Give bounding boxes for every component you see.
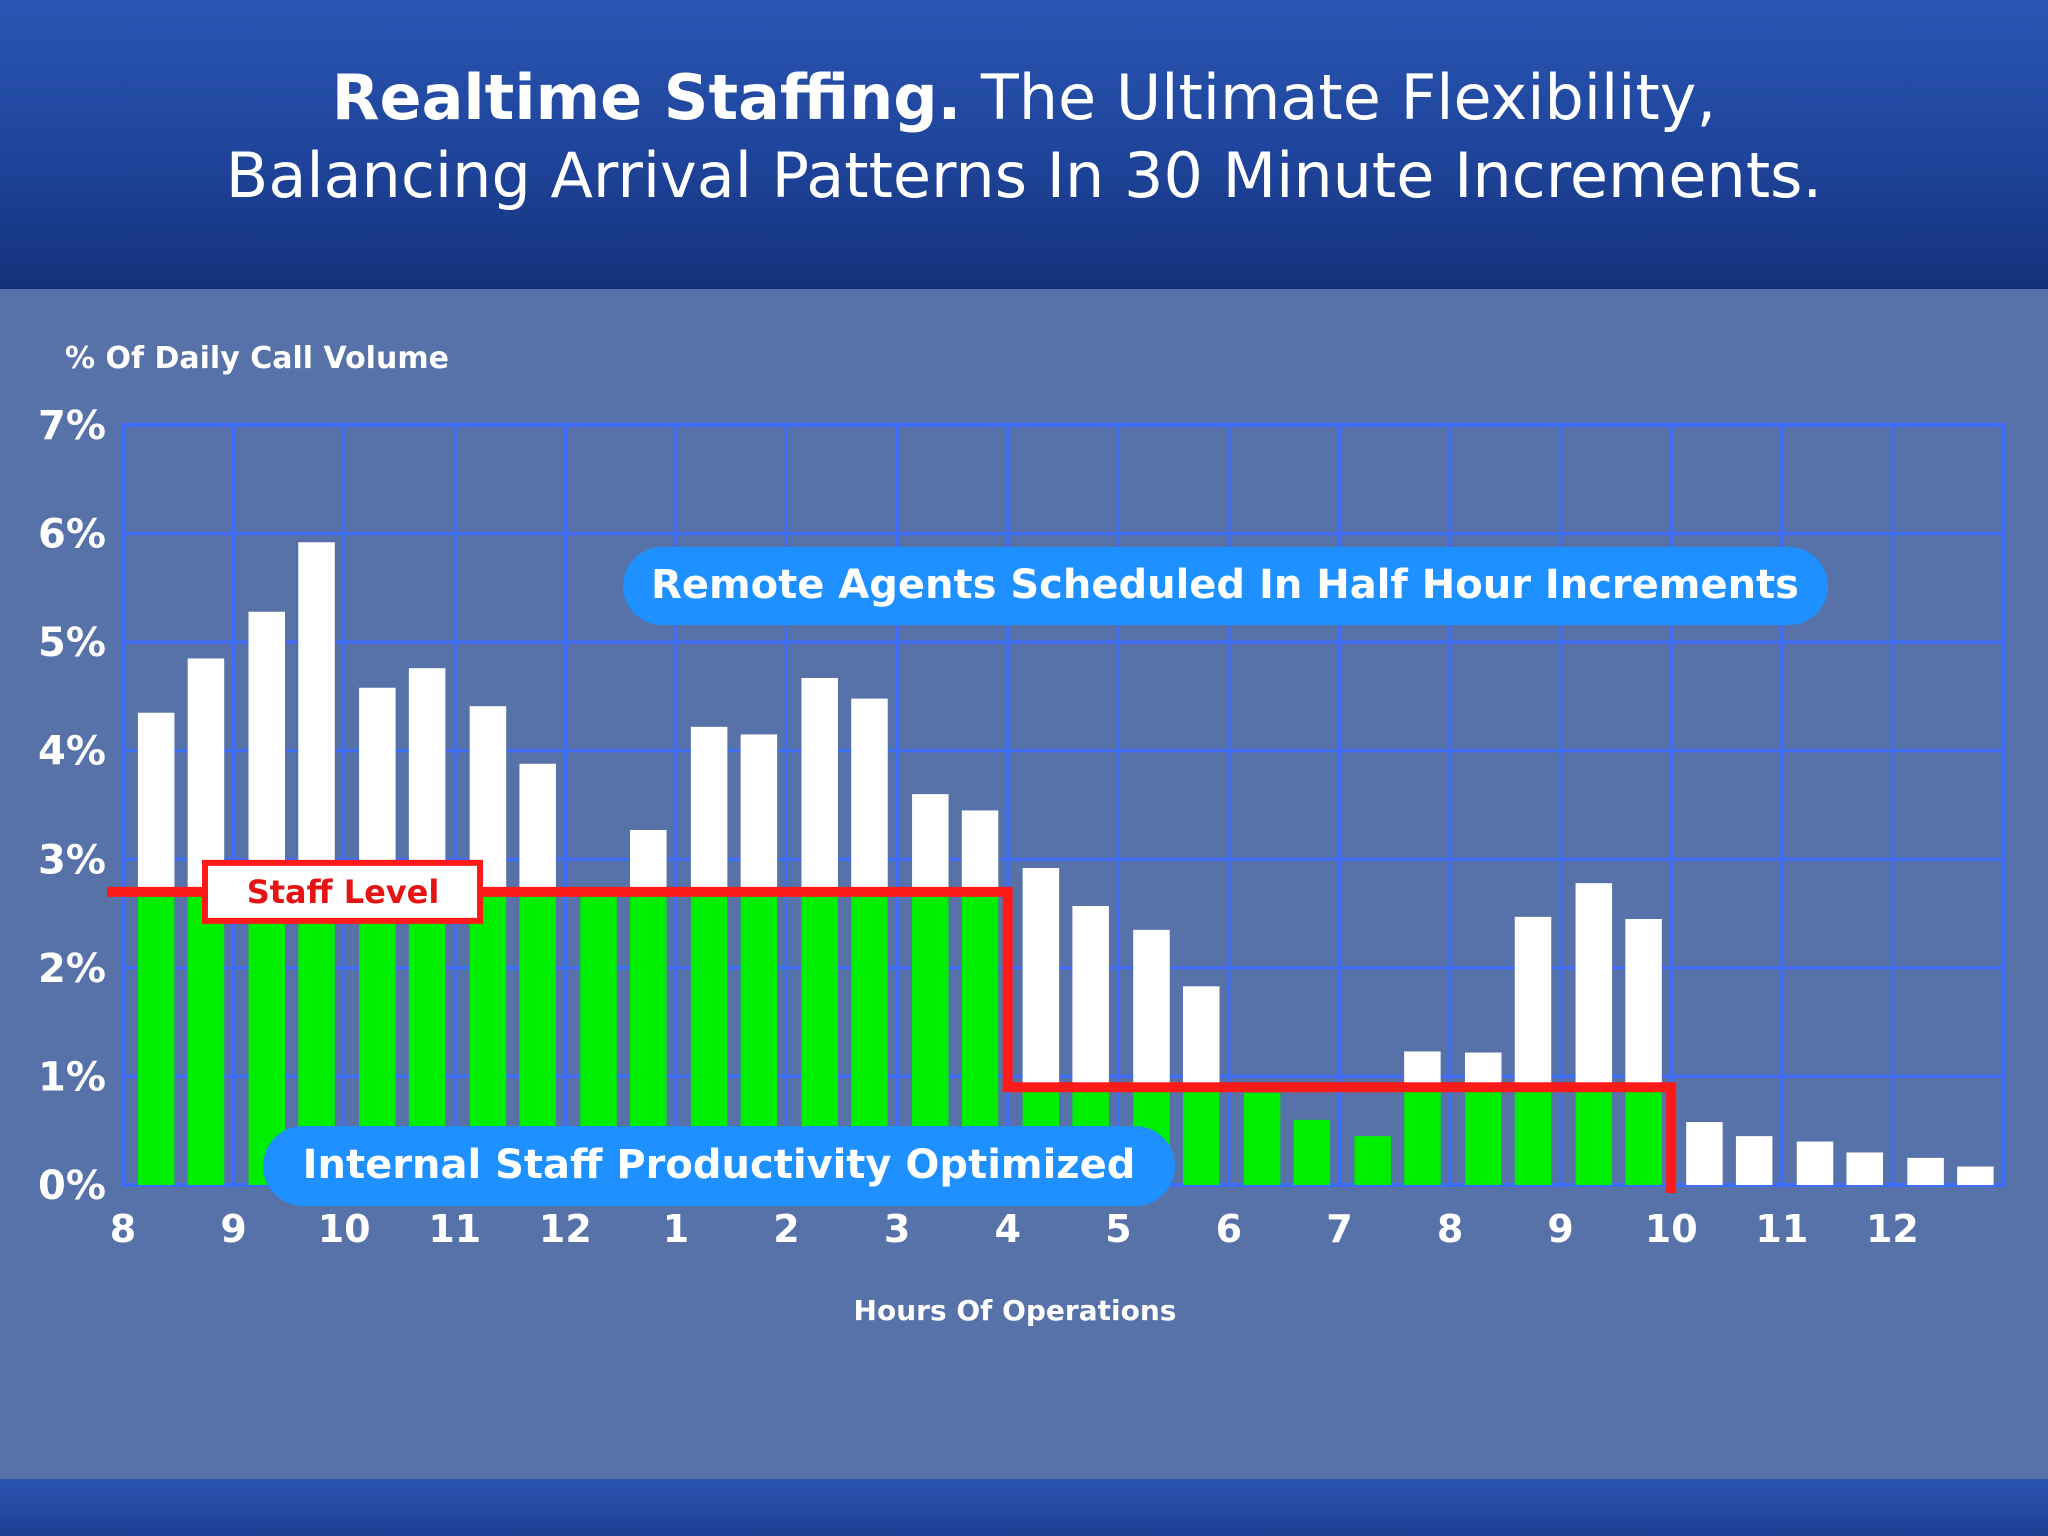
bar-staffed (1293, 1119, 1331, 1185)
bar-call-volume (1182, 986, 1220, 1088)
bar-call-volume (740, 734, 778, 892)
bar-call-volume (630, 829, 667, 892)
bar-call-volume (187, 658, 225, 892)
bar-staffed (1514, 1087, 1552, 1185)
chart-grid (121, 423, 2005, 1187)
call-volume-chart: 0%1%2%3%4%5%6%7% 8 9 10 11 12 1 2 3 4 5 6 7 8 9 10 11 12… (38, 341, 2005, 1327)
bar-staffed (137, 891, 175, 1185)
x-tick-label: 10 (318, 1207, 371, 1251)
x-tick-label: 11 (428, 1207, 481, 1251)
bar-staffed (1182, 1087, 1220, 1185)
x-tick-label: 3 (884, 1207, 910, 1251)
bar-call-volume (248, 611, 286, 892)
bar-call-volume (1133, 929, 1170, 1088)
bar-call-volume (408, 668, 446, 892)
x-tick-label: 2 (773, 1207, 799, 1251)
x-axis-label: Hours Of Operations (854, 1294, 1177, 1327)
slide-title-bold: Realtime Staffing. (331, 61, 962, 134)
bar-staffed (1575, 1087, 1613, 1185)
x-tick-label: 12 (539, 1207, 592, 1251)
staff-level-layer: Staff Level (107, 859, 1677, 1193)
bar-call-volume (1625, 919, 1662, 1088)
x-tick-label: 1 (663, 1207, 689, 1251)
internal-staff-callout-text: Internal Staff Productivity Optimized (303, 1142, 1136, 1188)
x-tick-label: 8 (110, 1207, 136, 1251)
bar-call-volume (359, 687, 396, 892)
y-tick-label: 3% (38, 837, 106, 883)
chart-panel: 0% 1% 2% 3% 4% 5% 6% 7% 8 9 10 11 12 1 2 3 4 5 6 7 8 9 10 11 12… (0, 289, 2048, 1479)
bar-call-volume (1072, 905, 1109, 1088)
y-tick-labels: 0% 1% 2% 3% 4% 5% 6% 7% (38, 403, 106, 1209)
x-tick-label: 5 (1105, 1207, 1131, 1251)
bar-call-volume (1735, 1136, 1773, 1185)
y-tick-label: 0% (38, 1163, 106, 1209)
bar-staffed (1404, 1087, 1441, 1185)
y-tick-label: 1% (38, 1054, 106, 1100)
x-tick-label: 6 (1216, 1207, 1242, 1251)
slide-title-rest: The Ultimate Flexibility, (980, 61, 1717, 134)
x-tick-label: 12 (1866, 1207, 1919, 1251)
x-tick-labels: 8 9 10 11 12 1 2 3 4 5 6 7 8 9 10 11 12 (110, 1207, 1919, 1251)
footer-bar (0, 1479, 2048, 1536)
plot-frame (121, 423, 2005, 1187)
staff-level-label-box (202, 859, 483, 924)
bar-staffed (1354, 1136, 1391, 1185)
bar-call-volume (690, 726, 728, 892)
x-tick-label: 11 (1755, 1207, 1808, 1251)
slide-title-line-2: Balancing Arrival Patterns In 30 Minute … (225, 139, 1823, 212)
internal-staff-callout (263, 1126, 1175, 1206)
x-tick-label: 9 (1547, 1207, 1573, 1251)
y-axis-label: % Of Daily Call Volume (65, 341, 449, 376)
bar-call-volume (1514, 916, 1552, 1088)
y-tick-label: 5% (38, 620, 106, 666)
staff-level-line (107, 886, 1677, 1193)
bar-call-volume (1907, 1157, 1944, 1185)
bar-call-volume (1957, 1166, 1994, 1185)
bar-call-volume (801, 677, 838, 892)
x-tick-label: 9 (220, 1207, 246, 1251)
bar-call-volume (912, 794, 949, 892)
y-tick-label: 2% (38, 946, 106, 992)
staff-level-label: Staff Level (247, 873, 440, 911)
bar-call-volume (1796, 1141, 1834, 1185)
x-tick-label: 10 (1645, 1207, 1698, 1251)
slide-title-line-1: Realtime Staffing. The Ultimate Flexibil… (0, 62, 2048, 134)
bar-staffed (1625, 1087, 1662, 1185)
slide-header: Realtime Staffing. The Ultimate Flexibil… (0, 0, 2048, 289)
bar-call-volume (519, 763, 556, 892)
bar-call-volume (298, 542, 335, 892)
bar-call-volume (1686, 1122, 1723, 1185)
bar-staffed (1464, 1087, 1502, 1185)
x-tick-label: 7 (1326, 1207, 1352, 1251)
x-tick-label: 8 (1437, 1207, 1463, 1251)
bar-call-volume (1022, 867, 1060, 1088)
x-tick-label: 4 (994, 1207, 1020, 1251)
bar-call-volume (1404, 1051, 1441, 1088)
y-tick-label: 7% (38, 403, 106, 449)
bar-call-volume (1575, 883, 1613, 1088)
bar-call-volume (961, 810, 999, 892)
bar-call-volume (851, 698, 888, 892)
bar-call-volume (137, 712, 175, 892)
y-tick-label: 4% (38, 729, 106, 775)
bar-staffed (187, 891, 225, 1185)
callouts-layer: Remote Agents Scheduled In Half Hour Inc… (263, 547, 1828, 1206)
y-tick-label: 6% (38, 512, 106, 558)
bar-call-volume (1846, 1152, 1884, 1185)
bar-staffed (1243, 1092, 1281, 1185)
remote-agents-callout-text: Remote Agents Scheduled In Half Hour Inc… (651, 562, 1799, 608)
remote-agents-callout (623, 547, 1828, 625)
bar-call-volume (1464, 1052, 1502, 1088)
